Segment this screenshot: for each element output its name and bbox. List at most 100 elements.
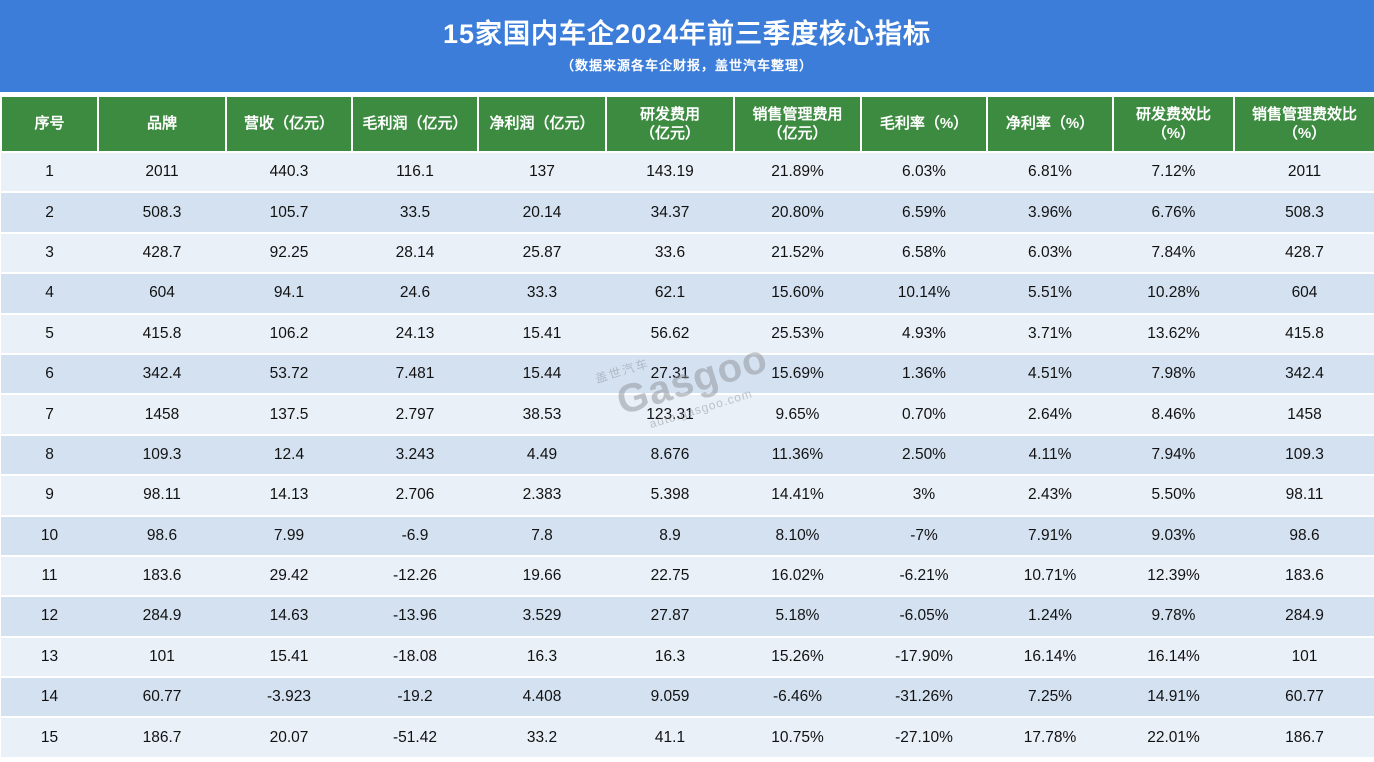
table-cell: 1.36% — [861, 353, 987, 396]
table-cell: 1.24% — [987, 596, 1113, 638]
table-cell: 25.53% — [734, 313, 861, 355]
table-cell: -19.2 — [352, 677, 478, 719]
table-cell: 342.4 — [98, 353, 226, 396]
table-cell: 62.1 — [606, 273, 734, 315]
column-header-5: 研发费用 （亿元） — [605, 95, 735, 153]
table-cell: 14 — [1, 677, 98, 719]
table-cell: 15.41 — [226, 636, 352, 679]
table-cell: 186.7 — [98, 717, 226, 759]
table-cell: -13.96 — [352, 596, 478, 638]
table-row: 1 2011 440.3 116.1 137 143.19 21.89% 6.03% 6.81%… — [1, 152, 1374, 194]
table-body: 1 2011 440.3 116.1 137 143.19 21.89% 6.03% 6.81%… — [1, 152, 1374, 759]
table-cell: 143.19 — [606, 152, 734, 194]
table-cell: 183.6 — [98, 555, 226, 598]
table-cell: 7.94% — [1113, 434, 1234, 477]
table-cell: 7 — [1, 394, 98, 436]
table-row: 4 604 94.1 24.6 33.3 62.1 15.60% 10.14% 5.51% 10.… — [1, 273, 1374, 315]
table-cell: 2 — [1, 192, 98, 234]
table-cell: 1458 — [98, 394, 226, 436]
table-cell: 7.84% — [1113, 232, 1234, 275]
table-cell: 14.91% — [1113, 677, 1234, 719]
table-cell: 2011 — [98, 152, 226, 194]
table-cell: 4.51% — [987, 353, 1113, 396]
table-cell: 109.3 — [98, 434, 226, 477]
table-row: 3 428.7 92.25 28.14 25.87 33.6 21.52% 6.58% 6.03… — [1, 232, 1374, 275]
table-cell: 27.31 — [606, 353, 734, 396]
table-cell: 10 — [1, 515, 98, 557]
table-cell: 116.1 — [352, 152, 478, 194]
table-cell: 604 — [98, 273, 226, 315]
table-cell: 53.72 — [226, 353, 352, 396]
table-cell: 15.69% — [734, 353, 861, 396]
table-cell: 9.059 — [606, 677, 734, 719]
table-cell: 29.42 — [226, 555, 352, 598]
table-cell: 33.3 — [478, 273, 606, 315]
table-cell: -51.42 — [352, 717, 478, 759]
table-cell: 10.75% — [734, 717, 861, 759]
table-cell: 9 — [1, 475, 98, 517]
table-cell: 7.25% — [987, 677, 1113, 719]
table-cell: 7.99 — [226, 515, 352, 557]
table-row: 5 415.8 106.2 24.13 15.41 56.62 25.53% 4.93% 3.7… — [1, 313, 1374, 355]
table-cell: 98.11 — [1234, 475, 1374, 517]
table-cell: 4.408 — [478, 677, 606, 719]
table-cell: 105.7 — [226, 192, 352, 234]
table-cell: 16.3 — [478, 636, 606, 679]
table-cell: 5.398 — [606, 475, 734, 517]
table-row: 11 183.6 29.42 -12.26 19.66 22.75 16.02% -6.21%… — [1, 555, 1374, 598]
table-cell: 508.3 — [1234, 192, 1374, 234]
table-cell: 6.58% — [861, 232, 987, 275]
table-row: 2 508.3 105.7 33.5 20.14 34.37 20.80% 6.59% 3.96… — [1, 192, 1374, 234]
table-row: 14 60.77 -3.923 -19.2 4.408 9.059 -6.46% -31.26… — [1, 677, 1374, 719]
table-cell: 16.3 — [606, 636, 734, 679]
table-cell: 15.60% — [734, 273, 861, 315]
table-cell: 10.71% — [987, 555, 1113, 598]
table-cell: 2.43% — [987, 475, 1113, 517]
table-cell: 15.41 — [478, 313, 606, 355]
column-header-0: 序号 — [0, 95, 99, 153]
table-cell: -6.9 — [352, 515, 478, 557]
table-cell: 20.14 — [478, 192, 606, 234]
title-banner: 15家国内车企2024年前三季度核心指标 （数据来源各车企财报，盖世汽车整理） — [0, 0, 1374, 92]
table-cell: -6.46% — [734, 677, 861, 719]
table-cell: -27.10% — [861, 717, 987, 759]
table-cell: 2.797 — [352, 394, 478, 436]
column-header-8: 净利率（%） — [986, 95, 1114, 153]
table-cell: 183.6 — [1234, 555, 1374, 598]
table-cell: 137.5 — [226, 394, 352, 436]
table-cell: 4.93% — [861, 313, 987, 355]
table-cell: 9.78% — [1113, 596, 1234, 638]
table-cell: 5 — [1, 313, 98, 355]
table-cell: 28.14 — [352, 232, 478, 275]
table-cell: -17.90% — [861, 636, 987, 679]
table-cell: 27.87 — [606, 596, 734, 638]
table-cell: 14.63 — [226, 596, 352, 638]
table-cell: 6.03% — [861, 152, 987, 194]
table-row: 8 109.3 12.4 3.243 4.49 8.676 11.36% 2.50% 4.11%… — [1, 434, 1374, 477]
table-cell: 41.1 — [606, 717, 734, 759]
table-cell: 15 — [1, 717, 98, 759]
table-cell: 16.14% — [987, 636, 1113, 679]
table-cell: 7.8 — [478, 515, 606, 557]
table-cell: 2011 — [1234, 152, 1374, 194]
column-header-2: 营收（亿元） — [225, 95, 353, 153]
table-cell: 101 — [1234, 636, 1374, 679]
table-cell: 60.77 — [1234, 677, 1374, 719]
table-cell: 440.3 — [226, 152, 352, 194]
table-cell: 14.41% — [734, 475, 861, 517]
table-cell: 4.49 — [478, 434, 606, 477]
table-cell: 21.52% — [734, 232, 861, 275]
table-cell: 101 — [98, 636, 226, 679]
table-cell: 6 — [1, 353, 98, 396]
table-cell: 415.8 — [98, 313, 226, 355]
table-cell: 6.76% — [1113, 192, 1234, 234]
table-cell: 9.03% — [1113, 515, 1234, 557]
table-cell: 7.481 — [352, 353, 478, 396]
table-cell: 11 — [1, 555, 98, 598]
page-title: 15家国内车企2024年前三季度核心指标 — [442, 19, 932, 50]
table-cell: 60.77 — [98, 677, 226, 719]
table-cell: 4 — [1, 273, 98, 315]
table-cell: 56.62 — [606, 313, 734, 355]
table-cell: 12 — [1, 596, 98, 638]
